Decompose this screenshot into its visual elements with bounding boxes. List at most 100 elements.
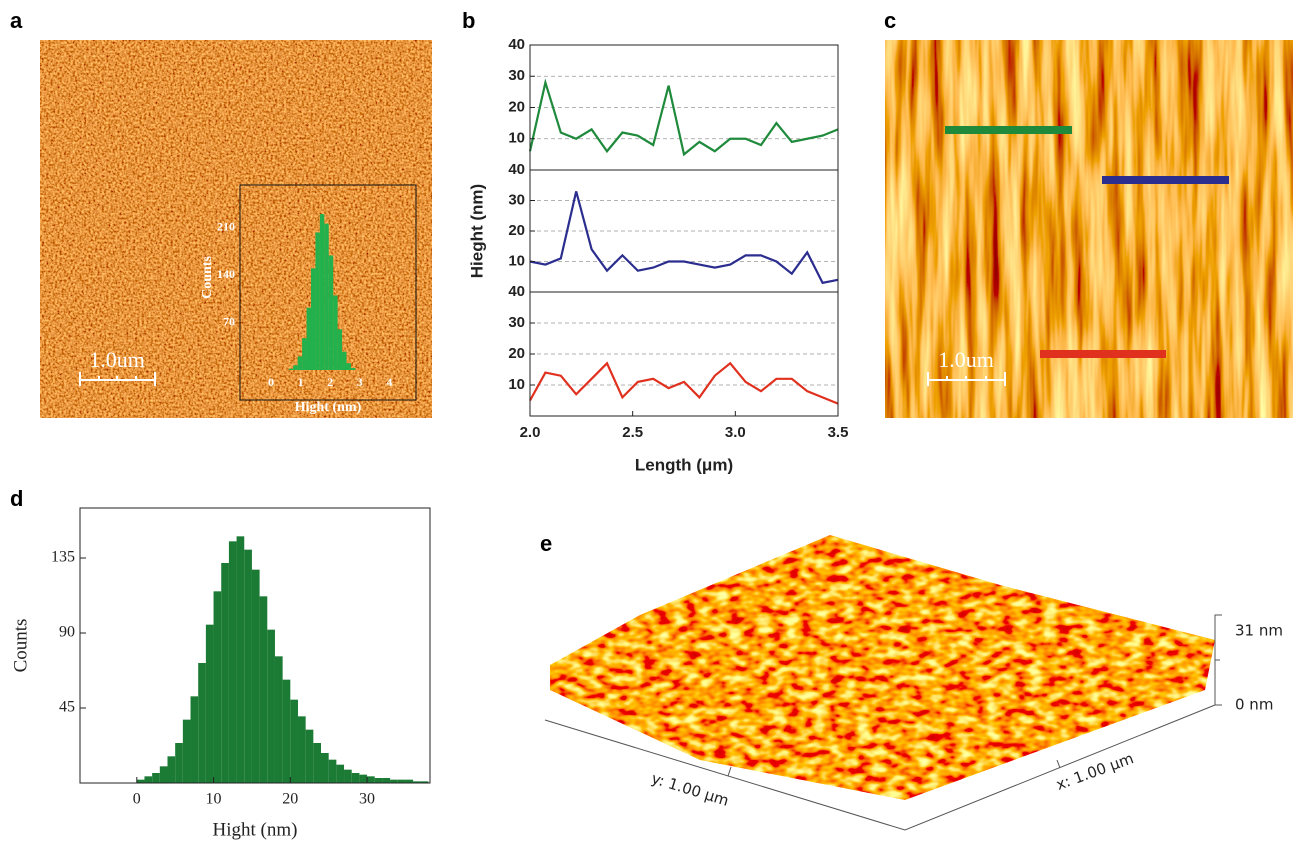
- x-tick-label: 2: [327, 375, 333, 389]
- x-axis-label: Hight (nm): [213, 819, 298, 840]
- scale-bar: [927, 372, 1006, 386]
- x-axis-label: Length (μm): [635, 455, 733, 474]
- histogram-bar: [159, 766, 168, 783]
- histogram-bar: [405, 779, 414, 783]
- histogram-bar: [136, 779, 145, 783]
- y-tick-label: 40: [508, 283, 525, 300]
- histogram-bar: [305, 729, 314, 783]
- histogram-bar: [324, 223, 329, 370]
- histogram-bar: [282, 679, 291, 783]
- histogram-bar: [313, 743, 322, 783]
- surface-3d: [550, 535, 1215, 800]
- histogram-bar: [336, 764, 345, 783]
- y-tick-label: 30: [508, 191, 525, 208]
- histogram-bar: [359, 774, 368, 783]
- x-axis-label: Hight (nm): [295, 400, 362, 415]
- y-tick-label: 135: [51, 549, 75, 566]
- histogram-bar: [221, 563, 229, 783]
- histogram-bar: [413, 781, 421, 783]
- panel-label: c: [884, 8, 896, 33]
- y-tick-label: 210: [217, 219, 235, 233]
- y-tick-label: 20: [508, 222, 525, 239]
- plot-frame: [79, 507, 431, 784]
- z-label: 31 nm: [1235, 622, 1283, 640]
- histogram-bar: [144, 776, 153, 783]
- histogram-bar: [351, 773, 360, 783]
- x-tick-label: 10: [206, 791, 222, 808]
- histogram-bar: [274, 656, 283, 783]
- histogram-bar: [205, 624, 214, 783]
- x-tick-label: 2.0: [520, 424, 541, 441]
- x-tick-label: 0: [133, 791, 141, 808]
- histogram-bar: [367, 776, 375, 783]
- histogram-bar: [302, 338, 307, 370]
- histogram-bar: [321, 753, 329, 783]
- inset-frame: [239, 184, 417, 401]
- histogram-bar: [213, 591, 222, 783]
- histogram-bar: [167, 756, 176, 783]
- scale-bar: [79, 372, 156, 386]
- afm-image: [40, 40, 432, 418]
- y-tick-label: 30: [508, 314, 525, 331]
- histogram-bar: [152, 773, 160, 783]
- line: [529, 191, 839, 285]
- panel-label: e: [540, 531, 552, 556]
- y-tick-label: 90: [59, 624, 75, 641]
- panel-label: d: [10, 486, 23, 511]
- histogram-bar: [297, 356, 303, 370]
- scale-label: 1.0um: [938, 347, 994, 372]
- histogram-bar: [319, 214, 325, 370]
- histogram-bar: [344, 769, 352, 783]
- histogram-bar: [390, 779, 398, 783]
- histogram-bar: [297, 716, 306, 783]
- line: [529, 361, 839, 405]
- histogram-bar: [310, 268, 316, 370]
- x-axis-label: x: 1.00 μm: [1054, 749, 1136, 794]
- histogram-bar: [315, 232, 320, 370]
- chart: 10 20 30 40: [508, 36, 839, 171]
- y-tick-label: 10: [508, 252, 525, 269]
- y-tick-label: 70: [223, 314, 235, 328]
- y-tick-label: 140: [217, 267, 235, 281]
- histogram-bar: [306, 307, 311, 370]
- x-tick-label: 1: [298, 375, 304, 389]
- histogram-bar: [420, 781, 429, 783]
- histogram-bar: [236, 536, 245, 783]
- y-tick-label: 20: [508, 345, 525, 362]
- histogram-bar: [337, 329, 343, 370]
- chart: 45 90 135 0 10 20 30 Hight (nm) Counts: [10, 507, 431, 840]
- y-tick-label: 20: [508, 98, 525, 115]
- histogram-bar: [190, 696, 199, 783]
- histogram-bar: [346, 363, 351, 370]
- histogram-bar: [350, 367, 356, 370]
- chart: 70 140 210 0 1 2 3 4 Hight (nm) Counts: [200, 214, 392, 415]
- x-tick-label: 30: [359, 791, 375, 808]
- panel-label: b: [462, 8, 475, 33]
- y-tick-label: 45: [59, 699, 75, 716]
- histogram-bar: [328, 759, 337, 783]
- histogram-bar: [267, 629, 275, 783]
- chart: 10 20 30 40 2.0 2.5 3.0 3.5 Length (μm): [508, 283, 848, 475]
- x-tick-label: 0: [268, 375, 274, 389]
- panel-label: a: [10, 8, 23, 33]
- y-tick-label: 10: [508, 130, 525, 147]
- chart: 10 20 30 40 Hieght (nm): [467, 161, 839, 293]
- histogram-bar: [251, 569, 260, 783]
- y-axis-label: Counts: [10, 619, 31, 673]
- profile-lines: [945, 126, 1229, 358]
- histogram-bar: [175, 743, 183, 783]
- histogram-bar: [342, 351, 347, 370]
- histogram-bar: [290, 699, 298, 783]
- histogram-bar: [333, 295, 338, 370]
- histogram-bar: [288, 368, 294, 370]
- histogram-bar: [328, 255, 334, 370]
- x-tick-label: 2.5: [622, 424, 643, 441]
- x-tick-label: 3.5: [828, 424, 849, 441]
- y-tick-label: 40: [508, 36, 525, 53]
- y-axis-label: Counts: [200, 256, 215, 299]
- histogram-bar: [293, 365, 298, 370]
- y-axis-label: y: 1.00 μm: [649, 769, 731, 810]
- histogram-bar: [198, 663, 206, 783]
